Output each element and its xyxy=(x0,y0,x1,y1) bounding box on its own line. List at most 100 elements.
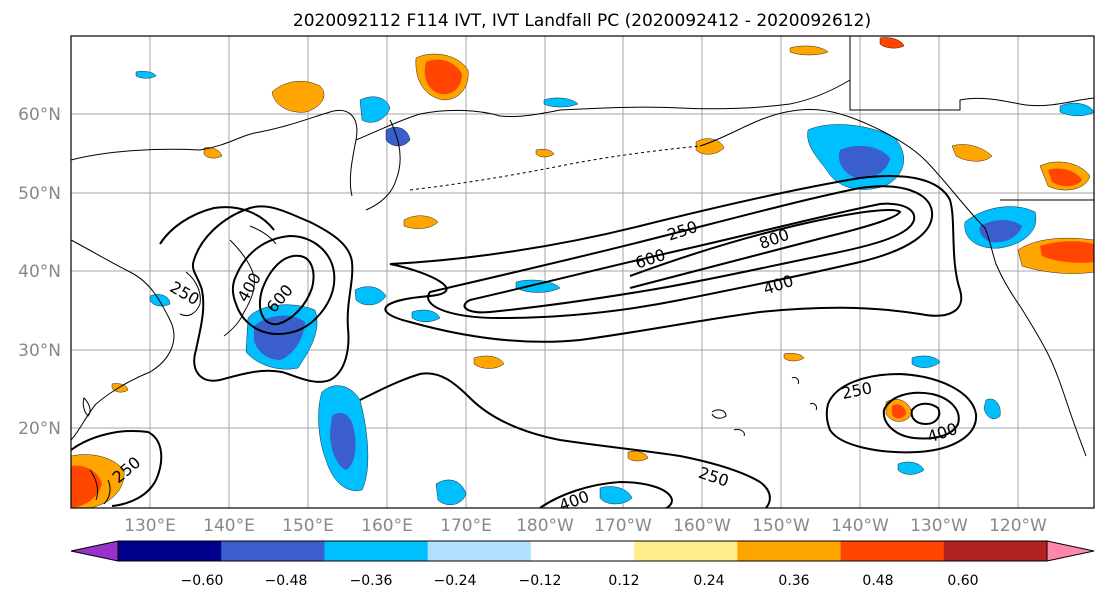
map-frame xyxy=(70,35,1095,509)
anomaly-negative-west-1 xyxy=(149,294,171,307)
lat-label: 30°N xyxy=(18,341,61,361)
colorbar-tick-label: 0.60 xyxy=(947,573,978,589)
colorbar-tick-label: −0.12 xyxy=(519,573,562,589)
anomaly-positive-aleutian xyxy=(695,138,725,155)
colorbar-segment xyxy=(634,541,738,561)
anomaly-positive-npac-3 xyxy=(627,451,649,462)
lon-label: 150°W xyxy=(752,516,810,536)
anomaly-negative-sea-2 xyxy=(515,279,561,293)
colorbar-segment xyxy=(840,541,945,561)
lon-label: 120°W xyxy=(989,516,1047,536)
coast-kamchatka xyxy=(365,119,401,211)
anomaly-positive-japan xyxy=(111,383,129,393)
anomaly-negative-sea-4 xyxy=(435,479,467,505)
lon-label: 170°W xyxy=(594,516,652,536)
anomaly-negative-bering xyxy=(359,96,391,123)
colorbar-segment xyxy=(530,541,635,561)
colorbar-segment xyxy=(737,541,842,561)
anomaly-negative-subtropic-core xyxy=(330,412,356,470)
coastlines xyxy=(71,36,1094,505)
colorbar-extend-low xyxy=(70,540,119,562)
coast-north-america xyxy=(954,193,1087,457)
anomaly-negative-sea-3 xyxy=(411,309,441,322)
lat-label: 20°N xyxy=(18,419,61,439)
coast-aleutians xyxy=(409,145,701,191)
hawaii xyxy=(711,377,817,437)
lon-label: 170°E xyxy=(440,516,492,536)
colorbar-tick-label: 0.12 xyxy=(608,573,639,589)
colorbar-segment xyxy=(427,541,532,561)
lon-label: 160°W xyxy=(673,516,731,536)
lon-label: 180°W xyxy=(516,516,574,536)
colorbar-labels: −0.60 −0.48 −0.36 −0.24 −0.12 0.12 0.24 … xyxy=(181,573,979,589)
anomaly-shading xyxy=(71,37,1094,508)
contour-250-subtropic xyxy=(359,372,771,508)
anomaly-negative-arctic xyxy=(543,97,579,108)
contour-400-subtropic xyxy=(539,480,674,508)
colorbar-extend-high xyxy=(1046,540,1095,562)
colorbar-segment xyxy=(324,541,429,561)
contour-250-philippines xyxy=(71,429,163,507)
anomaly-positive-npac-2 xyxy=(783,353,805,362)
colorbar-segment xyxy=(943,541,1048,561)
anomaly-negative-sea-7 xyxy=(983,398,1001,419)
anomaly-positive-siberia-core xyxy=(424,59,462,95)
colorbar-tick-label: −0.48 xyxy=(265,573,308,589)
coast-alaska xyxy=(699,109,956,195)
philippines-islands xyxy=(89,469,111,505)
anomaly-positive-npac-1 xyxy=(473,355,505,369)
gridlines xyxy=(71,36,1094,508)
anomaly-negative-sea-1 xyxy=(354,286,387,306)
colorbar-tick-label: 0.24 xyxy=(693,573,724,589)
coast-asia-north xyxy=(71,79,851,197)
contour-600-jet xyxy=(463,202,916,314)
anomaly-positive-arctic-1 xyxy=(789,45,829,56)
anomaly-negative-kamchatka xyxy=(385,127,411,147)
anomaly-negative-sea-6 xyxy=(911,355,941,368)
contour-600-hawaii xyxy=(910,402,941,426)
contour-250-jet xyxy=(384,175,963,343)
anomaly-negative-kuroshio-core xyxy=(254,315,305,360)
anomaly-negative-sea-5 xyxy=(599,486,633,505)
anomaly-positive-hawaii-core xyxy=(892,404,906,419)
anomaly-negative-pnw-core xyxy=(979,220,1022,243)
lat-label: 50°N xyxy=(18,184,61,204)
contour-250-sakhalin xyxy=(159,206,275,245)
lon-label: 130°E xyxy=(124,516,176,536)
anomaly-positive-canada-north xyxy=(879,37,905,49)
anomaly-negative-west-2 xyxy=(135,71,157,79)
anomaly-positive-bc-core xyxy=(1048,168,1082,187)
contour-800-jet xyxy=(629,209,902,289)
anomaly-negative-gulf-alaska-core xyxy=(838,145,890,179)
contour-400-hawaii xyxy=(882,391,960,440)
contour-400-west xyxy=(232,234,336,336)
contour-600-west xyxy=(259,254,315,326)
colorbar-segment xyxy=(221,541,325,561)
coast-canada-north xyxy=(849,36,1094,111)
lon-label: 160°E xyxy=(361,516,413,536)
lon-label: 140°E xyxy=(203,516,255,536)
lon-labels: 130°E 140°E 150°E 160°E 170°E 180°W 170°… xyxy=(124,516,1047,536)
lon-label: 130°W xyxy=(910,516,968,536)
lat-label: 40°N xyxy=(18,262,61,282)
map-panel: 250 600 800 400 250 400 600 250 400 250 … xyxy=(70,35,1095,509)
anomaly-positive-california-core xyxy=(1040,241,1094,263)
lon-label: 140°W xyxy=(831,516,889,536)
anomaly-positive-midpac xyxy=(403,215,439,229)
colorbar-tick-label: −0.36 xyxy=(350,573,393,589)
ivt-contours xyxy=(71,175,978,508)
map-background xyxy=(71,36,1094,508)
lat-labels: 60°N 50°N 40°N 30°N 20°N xyxy=(18,105,61,439)
contour-400-jet xyxy=(427,185,934,320)
coast-japan xyxy=(223,225,277,337)
contour-250-hawaii xyxy=(825,372,978,454)
colorbar xyxy=(70,540,1095,562)
map-title: 2020092112 F114 IVT, IVT Landfall PC (20… xyxy=(293,11,871,31)
anomaly-negative-sea-8 xyxy=(897,461,925,475)
colorbar-tick-label: 0.36 xyxy=(778,573,809,589)
anomaly-positive-arctic-2 xyxy=(535,149,555,158)
taiwan-coast xyxy=(82,397,91,417)
colorbar-frame xyxy=(117,540,1048,562)
colorbar-tick-label: 0.48 xyxy=(862,573,893,589)
